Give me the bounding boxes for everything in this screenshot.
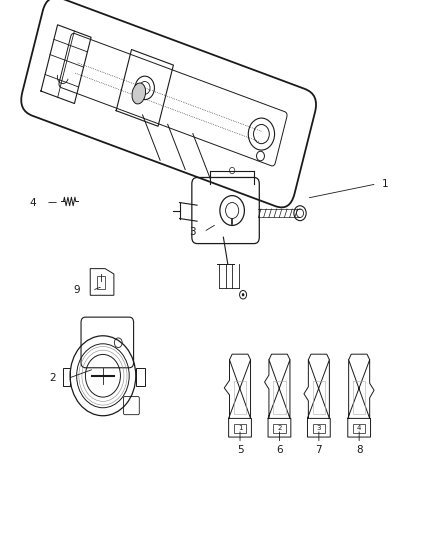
- Bar: [353, 424, 365, 433]
- Polygon shape: [224, 360, 251, 437]
- Text: 9: 9: [73, 286, 80, 295]
- Text: 5: 5: [237, 446, 244, 455]
- Bar: [313, 382, 325, 414]
- Ellipse shape: [132, 83, 145, 104]
- Text: 6: 6: [276, 446, 283, 455]
- Circle shape: [242, 293, 244, 296]
- Text: 2: 2: [277, 425, 282, 431]
- Text: 8: 8: [356, 446, 363, 455]
- Bar: [313, 424, 325, 433]
- Text: 3: 3: [189, 227, 196, 237]
- Polygon shape: [348, 360, 374, 437]
- Bar: [273, 382, 286, 414]
- Polygon shape: [265, 360, 291, 437]
- Text: 7: 7: [315, 446, 322, 455]
- Text: 4: 4: [357, 425, 361, 431]
- Text: 1: 1: [382, 179, 389, 189]
- Bar: [273, 424, 286, 433]
- Polygon shape: [304, 360, 330, 437]
- Bar: [234, 382, 246, 414]
- Bar: [234, 424, 246, 433]
- Bar: [353, 382, 365, 414]
- Text: 2: 2: [49, 374, 56, 383]
- Bar: [97, 276, 105, 289]
- Text: 4: 4: [29, 198, 36, 207]
- Text: 1: 1: [238, 425, 242, 431]
- Text: 3: 3: [317, 425, 321, 431]
